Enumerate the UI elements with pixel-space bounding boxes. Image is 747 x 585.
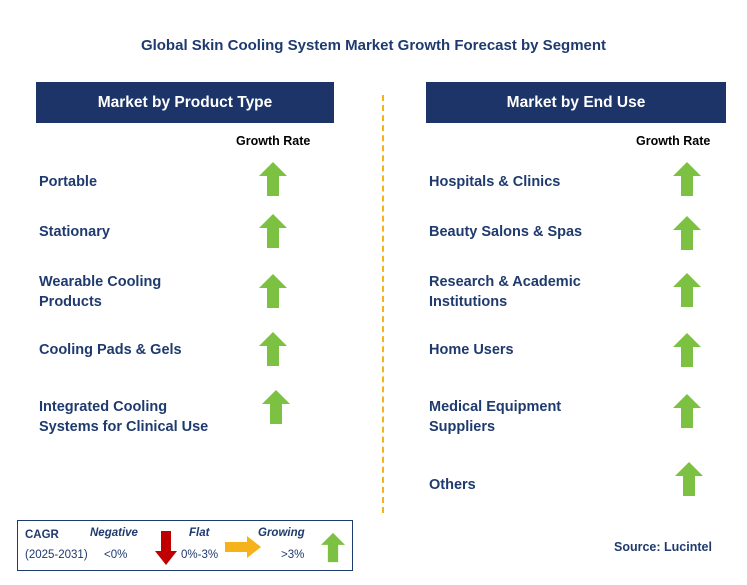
- yellow-right-arrow-icon: [225, 536, 261, 558]
- growing-arrow-icon: [673, 273, 701, 307]
- product-item-stationary: Stationary: [39, 224, 110, 240]
- enduse-item-salons: Beauty Salons & Spas: [429, 224, 583, 240]
- enduse-item-medical-suppliers: Medical Equipment Suppliers: [429, 399, 562, 435]
- legend-negative-label: Negative: [90, 527, 138, 539]
- product-item-pads-gels: Cooling Pads & Gels: [39, 342, 182, 358]
- enduse-item-home-users: Home Users: [429, 342, 514, 358]
- enduse-item-hospitals: Hospitals & Clinics: [429, 174, 561, 190]
- center-divider: [382, 95, 384, 513]
- product-item-wearable: Wearable Cooling Products: [39, 274, 162, 310]
- product-item-integrated: Integrated Cooling Systems for Clinical …: [39, 399, 209, 435]
- legend-growing-label: Growing: [258, 527, 305, 539]
- end-use-header: Market by End Use: [426, 82, 726, 123]
- enduse-item-research: Research & Academic Institutions: [429, 274, 581, 310]
- growing-arrow-icon: [259, 214, 287, 248]
- enduse-item-others: Others: [429, 477, 476, 493]
- page-title: Global Skin Cooling System Market Growth…: [140, 37, 607, 54]
- growing-arrow-icon: [259, 332, 287, 366]
- growth-rate-header-right: Growth Rate: [636, 134, 711, 148]
- growing-arrow-icon: [673, 394, 701, 428]
- legend-growing-range: >3%: [281, 549, 305, 561]
- growing-arrow-icon: [673, 333, 701, 367]
- product-type-header: Market by Product Type: [36, 82, 334, 123]
- growing-arrow-icon: [675, 462, 703, 496]
- growth-rate-header-left: Growth Rate: [236, 134, 311, 148]
- product-item-portable: Portable: [39, 174, 98, 190]
- legend-flat-range: 0%-3%: [181, 549, 219, 561]
- red-down-arrow-icon: [155, 531, 177, 565]
- growing-arrow-icon: [673, 216, 701, 250]
- source-credit: Source: Lucintel: [614, 540, 712, 554]
- growing-arrow-icon: [259, 274, 287, 308]
- growing-arrow-icon: [673, 162, 701, 196]
- growing-arrow-icon: [262, 390, 290, 424]
- legend-cagr-label: CAGR: [25, 529, 59, 541]
- green-up-arrow-icon: [321, 532, 345, 563]
- legend-period: (2025-2031): [25, 549, 88, 561]
- legend-flat-label: Flat: [189, 527, 210, 539]
- growing-arrow-icon: [259, 162, 287, 196]
- cagr-legend: CAGR (2025-2031) Negative <0% Flat 0%-3%…: [17, 520, 353, 571]
- legend-negative-range: <0%: [104, 549, 128, 561]
